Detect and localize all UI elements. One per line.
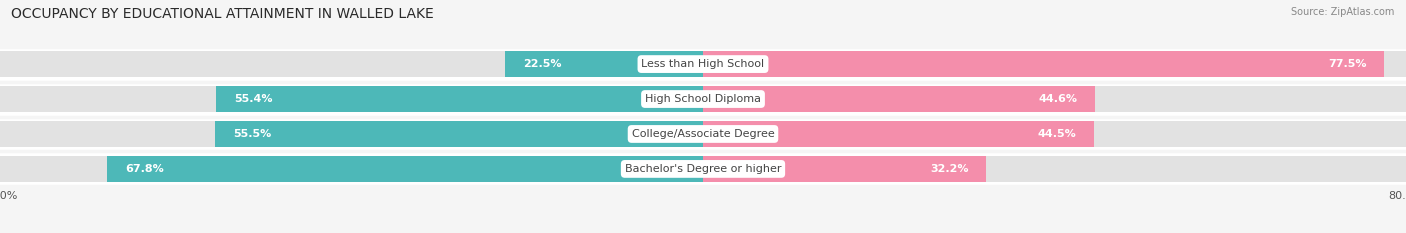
Bar (703, 51, 1406, 77)
Text: 32.2%: 32.2% (929, 164, 969, 174)
Bar (0, 156, 703, 182)
Text: 44.5%: 44.5% (1038, 129, 1077, 139)
Bar (107, 156, 703, 182)
Text: 55.4%: 55.4% (233, 94, 273, 104)
Bar (0, 82, 1406, 116)
Text: 44.6%: 44.6% (1039, 94, 1077, 104)
Bar (217, 86, 703, 112)
Text: 77.5%: 77.5% (1327, 59, 1367, 69)
Bar (0, 47, 1406, 82)
Bar (703, 51, 1384, 77)
Text: 67.8%: 67.8% (125, 164, 163, 174)
Bar (0, 51, 703, 77)
Bar (703, 156, 1406, 182)
Bar (703, 121, 1094, 147)
Text: College/Associate Degree: College/Associate Degree (631, 129, 775, 139)
Bar (0, 116, 1406, 151)
Bar (0, 86, 703, 112)
Text: High School Diploma: High School Diploma (645, 94, 761, 104)
Text: 55.5%: 55.5% (233, 129, 271, 139)
Text: Source: ZipAtlas.com: Source: ZipAtlas.com (1291, 7, 1395, 17)
Bar (0, 151, 1406, 186)
Bar (703, 121, 1406, 147)
Text: Less than High School: Less than High School (641, 59, 765, 69)
Bar (215, 121, 703, 147)
Text: OCCUPANCY BY EDUCATIONAL ATTAINMENT IN WALLED LAKE: OCCUPANCY BY EDUCATIONAL ATTAINMENT IN W… (11, 7, 434, 21)
Bar (505, 51, 703, 77)
Bar (703, 156, 986, 182)
Bar (703, 86, 1406, 112)
Bar (703, 86, 1095, 112)
Text: Bachelor's Degree or higher: Bachelor's Degree or higher (624, 164, 782, 174)
Text: 22.5%: 22.5% (523, 59, 561, 69)
Bar (0, 121, 703, 147)
